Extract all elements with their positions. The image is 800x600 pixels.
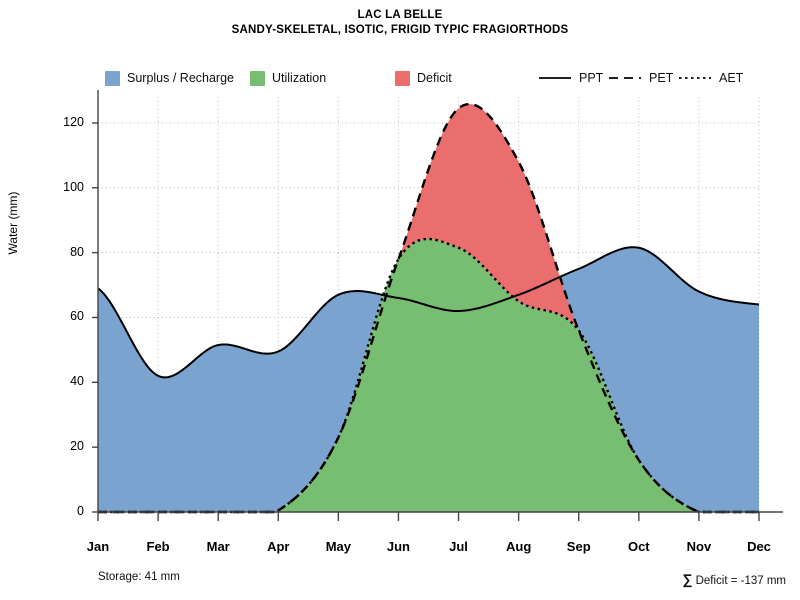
legend-item-deficit[interactable]: Deficit [395,68,452,88]
x-axis-tick-label-oct: Oct [627,539,650,554]
x-axis-tick-label-jun: Jun [386,539,411,554]
dashed-line-icon [609,77,641,79]
total-deficit-annotation: ∑ Deficit = -137 mm [682,571,786,587]
x-axis-tick-label-feb: Feb [146,539,170,554]
band-deficit [400,104,577,328]
legend-swatch-utilization-icon [250,70,265,86]
x-axis-tick-label-sep: Sep [566,539,591,554]
legend-label-ppt: PPT [579,71,604,85]
legend-label-surplus: Surplus / Recharge [127,71,235,85]
total-deficit-text: Deficit = -137 mm [695,575,786,587]
legend-label-utilization: Utilization [272,71,327,85]
legend-item-utilization[interactable]: Utilization [250,68,326,88]
x-axis-tick-label-apr: Apr [267,539,290,554]
legend-swatch-deficit-icon [395,70,410,86]
y-axis-tick-label: 40 [70,374,84,389]
y-axis-tick-label: 80 [70,244,84,259]
legend-label-pet: PET [649,71,674,85]
x-axis-tick-label-dec: Dec [747,539,771,554]
y-axis-tick-label: 100 [63,179,84,194]
legend-item-pet[interactable]: PET [608,68,673,88]
legend-swatch-surplus-icon [105,70,120,86]
chart-legend: Surplus / Recharge Utilization Deficit P… [0,68,800,88]
sigma-icon: ∑ [682,571,693,587]
y-axis-tick-label: 60 [70,309,84,324]
legend-item-surplus[interactable]: Surplus / Recharge [105,68,234,88]
band-surplus-recharge [98,247,759,512]
legend-label-aet: AET [719,71,744,85]
page-title: LAC LA BELLE [357,9,443,21]
storage-annotation: Storage: 41 mm [98,571,180,583]
y-axis-tick-label: 120 [63,114,84,129]
x-axis-tick-label-mar: Mar [206,539,230,554]
x-axis-tick-label-jan: Jan [86,539,110,554]
x-axis-tick-label-may: May [325,539,351,554]
chart-subtitle: SANDY-SKELETAL, ISOTIC, FRIGID TYPIC FRA… [231,24,569,36]
y-axis-tick-label: 0 [77,504,84,518]
legend-label-deficit: Deficit [417,71,452,85]
x-axis-tick-label-nov: Nov [686,539,712,554]
chart-title-block: LAC LA BELLE SANDY-SKELETAL, ISOTIC, FRI… [0,8,800,38]
series-line-ppt [97,246,760,379]
x-axis-tick-label-jul: Jul [449,539,468,554]
legend-item-aet[interactable]: AET [678,68,743,88]
legend-item-ppt[interactable]: PPT [538,68,603,88]
y-axis-tick-label: 20 [70,439,84,454]
x-axis-tick-label-aug: Aug [505,539,532,554]
solid-line-icon [539,77,571,79]
